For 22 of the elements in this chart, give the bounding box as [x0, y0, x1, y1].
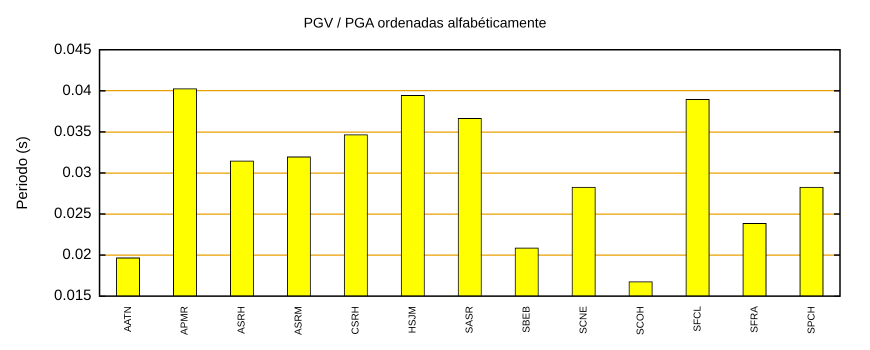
x-tick-label: SFCL [692, 306, 704, 332]
x-tick-label: ASRM [294, 306, 305, 336]
x-tick-label: APMR [180, 306, 191, 336]
y-tick-label: 0.015 [54, 287, 92, 304]
y-tick-label: 0.035 [54, 123, 92, 140]
y-tick-label: 0.03 [62, 164, 92, 182]
x-tick-label: SBEB [521, 306, 532, 333]
x-tick-label: SCOH [635, 306, 646, 336]
x-tick-label: AATN [122, 306, 134, 332]
x-tick-label: HSJM [408, 306, 419, 334]
chart-title: PGV / PGA ordenadas alfabéticamente [304, 14, 547, 30]
x-tick-label: SASR [464, 306, 476, 334]
x-tick-label: SCNE [578, 306, 590, 334]
y-tick-label: 0.04 [62, 82, 92, 99]
y-axis-title: Periodo (s) [14, 136, 32, 210]
y-tick-label: 0.025 [54, 205, 92, 222]
x-tick-label: ASRH [236, 306, 248, 334]
y-tick-label: 0.02 [62, 246, 92, 264]
x-tick-label: SFRA [749, 306, 760, 333]
x-tick-label: SPCH [806, 306, 818, 334]
x-tick-label: CSRH [350, 306, 362, 334]
y-tick-label: 0.045 [54, 40, 92, 58]
